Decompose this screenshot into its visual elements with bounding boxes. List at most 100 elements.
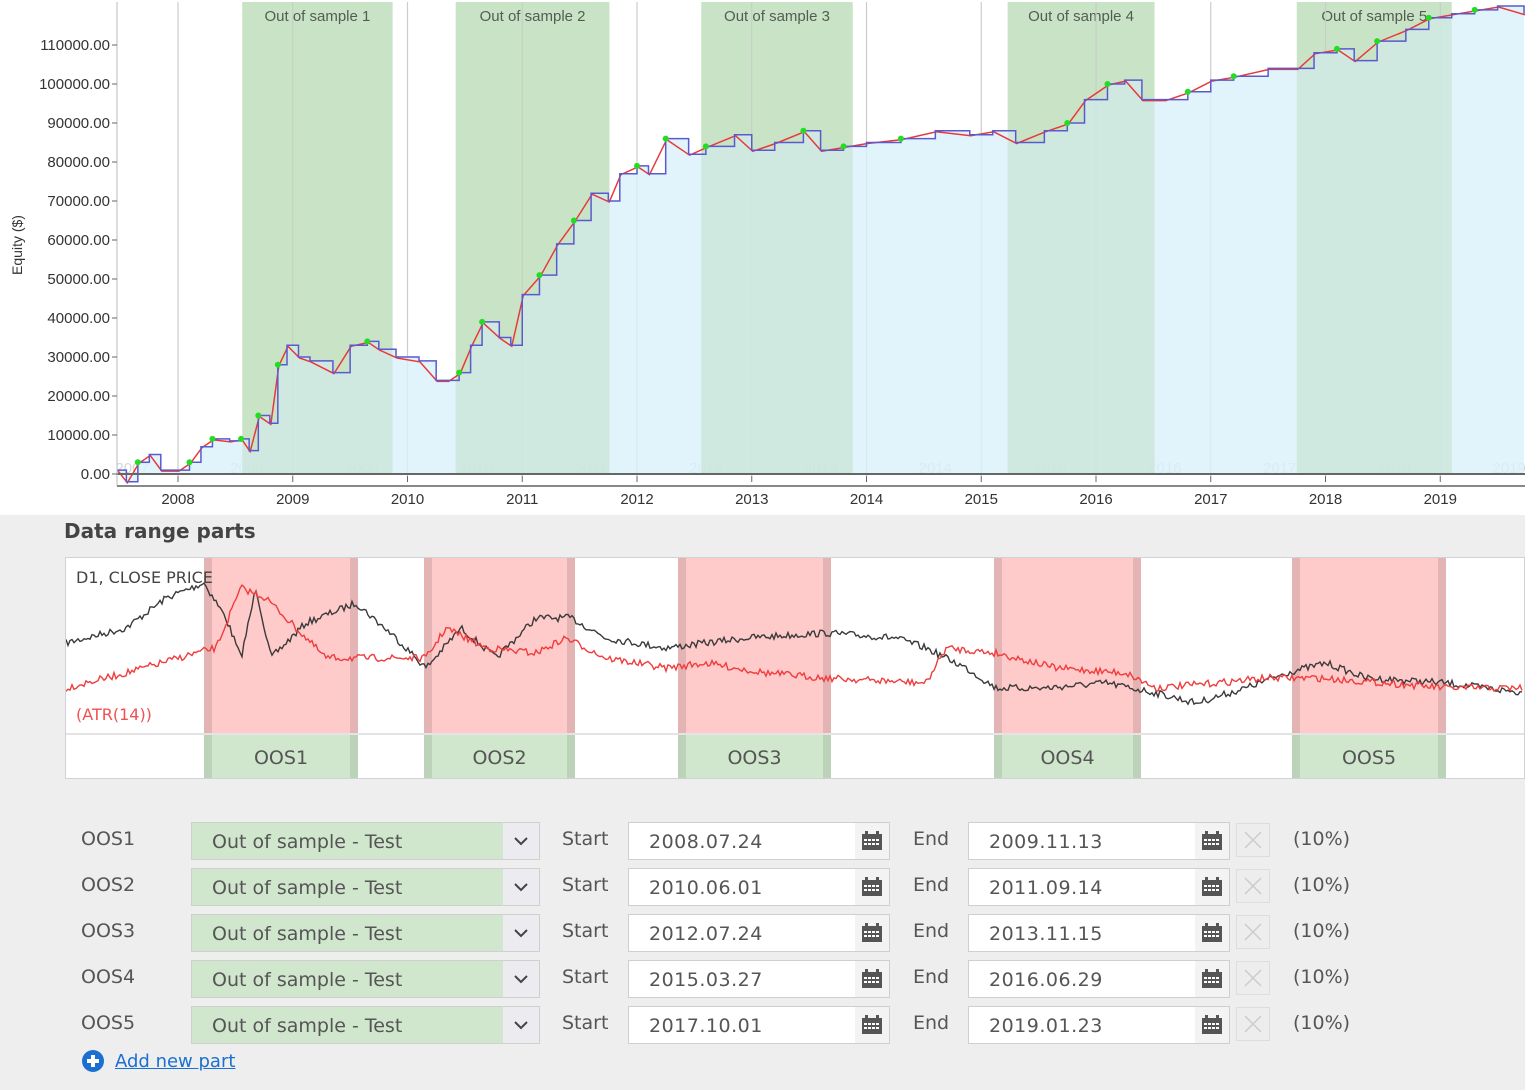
dropdown-button[interactable] [503,823,539,859]
range-handle [567,558,575,733]
end-date-input[interactable]: 2011.09.14 [968,868,1230,906]
part-percentage: (10%) [1293,828,1351,850]
start-calendar-button[interactable] [855,869,889,905]
y-tick-label: 0.00 [81,466,110,483]
band-label: Out of sample 5 [1321,8,1427,25]
part-percentage: (10%) [1293,1012,1351,1034]
add-new-part-button[interactable]: Add new part [81,1049,235,1073]
section-title: Data range parts [64,519,256,543]
start-date-value: 2017.10.01 [649,1015,763,1037]
y-tick-label: 30000.00 [47,349,110,366]
part-type-value: Out of sample - Test [212,877,403,899]
oos-part-block [204,735,358,778]
range-handle [1133,558,1141,733]
end-date-input[interactable]: 2019.01.23 [968,1006,1230,1044]
new-high-marker [274,361,281,368]
start-date-input[interactable]: 2012.07.24 [628,914,890,952]
x-tick-label: 2015 [965,491,998,508]
new-high-marker [1230,73,1237,80]
part-name: OOS2 [81,874,136,896]
new-high-marker [1064,120,1071,126]
start-label: Start [562,966,609,988]
start-date-input[interactable]: 2008.07.24 [628,822,890,860]
oos-range [678,558,831,733]
new-high-marker [702,143,709,150]
start-label: Start [562,1012,609,1034]
start-date-input[interactable]: 2015.03.27 [628,960,890,998]
part-handle [823,735,831,778]
part-name: OOS3 [81,920,136,942]
y-tick-label: 40000.00 [47,310,110,327]
range-handle [204,558,212,733]
end-calendar-button[interactable] [1195,823,1229,859]
part-type-value: Out of sample - Test [212,831,403,853]
range-handle [350,558,358,733]
remove-part-button[interactable] [1236,823,1270,857]
new-high-marker [1425,14,1432,21]
end-label: End [913,828,950,850]
end-calendar-button[interactable] [1195,869,1229,905]
new-high-marker [255,412,262,419]
remove-part-button[interactable] [1236,1007,1270,1041]
oos-part-label: OOS4 [1040,747,1094,769]
part-type-select[interactable]: Out of sample - Test [191,960,540,998]
dropdown-button[interactable] [503,869,539,905]
end-date-input[interactable]: 2016.06.29 [968,960,1230,998]
dropdown-button[interactable] [503,1007,539,1043]
part-name: OOS5 [81,1012,136,1034]
close-icon [1244,969,1262,987]
range-handle [424,558,432,733]
part-type-select[interactable]: Out of sample - Test [191,914,540,952]
end-label: End [913,920,950,942]
oos-part-label: OOS1 [254,747,308,769]
part-percentage: (10%) [1293,874,1351,896]
new-high-marker [134,459,141,466]
part-handle [994,735,1002,778]
end-date-input[interactable]: 2009.11.13 [968,822,1230,860]
part-handle [1292,735,1300,778]
dropdown-button[interactable] [503,961,539,997]
chevron-down-icon [514,836,528,845]
remove-part-button[interactable] [1236,869,1270,903]
x-tick-label: 2013 [735,491,768,508]
new-high-marker [1471,6,1478,13]
calendar-icon [1202,877,1222,896]
start-calendar-button[interactable] [855,823,889,859]
start-calendar-button[interactable] [855,961,889,997]
start-date-input[interactable]: 2017.10.01 [628,1006,890,1044]
oos-band-overlay [1007,2,1155,474]
end-date-input[interactable]: 2013.11.15 [968,914,1230,952]
new-high-marker [634,162,640,169]
start-date-value: 2010.06.01 [649,877,763,899]
end-date-value: 2019.01.23 [989,1015,1103,1037]
range-handle [1292,558,1300,733]
remove-part-button[interactable] [1236,961,1270,995]
part-type-select[interactable]: Out of sample - Test [191,1006,540,1044]
chevron-down-icon [514,882,528,891]
end-calendar-button[interactable] [1195,961,1229,997]
close-icon [1244,831,1262,849]
remove-part-button[interactable] [1236,915,1270,949]
start-calendar-button[interactable] [855,915,889,951]
oos-part-label: OOS5 [1342,747,1396,769]
new-high-marker [662,135,669,142]
start-date-value: 2015.03.27 [649,969,763,991]
y-tick-label: 20000.00 [47,388,110,405]
end-label: End [913,966,950,988]
y-tick-label: 110000.00 [40,37,110,54]
add-new-part-link[interactable]: Add new part [115,1050,236,1072]
part-type-select[interactable]: Out of sample - Test [191,822,540,860]
oos-part-label: OOS3 [727,747,781,769]
end-calendar-button[interactable] [1195,1007,1229,1043]
part-type-select[interactable]: Out of sample - Test [191,868,540,906]
y-tick-label: 100000.00 [39,76,110,93]
end-calendar-button[interactable] [1195,915,1229,951]
dropdown-button[interactable] [503,915,539,951]
new-high-marker [570,217,577,224]
x-tick-label: 2012 [620,491,653,508]
part-handle [1438,735,1446,778]
start-calendar-button[interactable] [855,1007,889,1043]
start-date-input[interactable]: 2010.06.01 [628,868,890,906]
y-tick-label: 60000.00 [47,232,110,249]
x-tick-label: 2010 [391,491,424,508]
